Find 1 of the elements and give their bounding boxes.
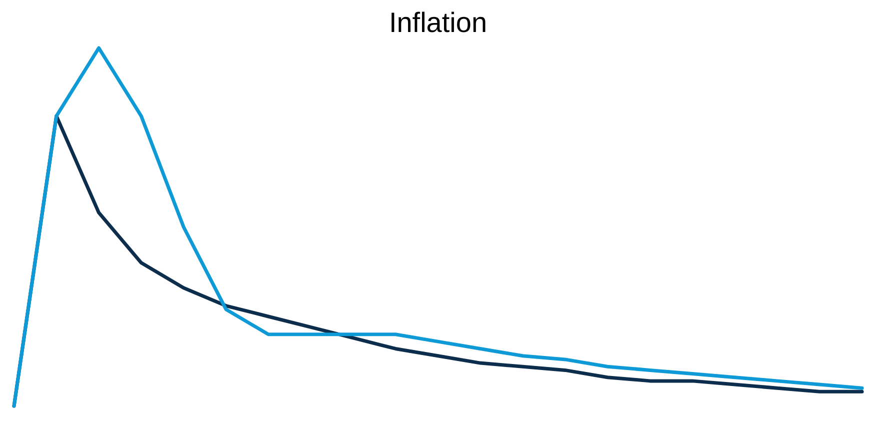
chart-title: Inflation (388, 7, 488, 38)
